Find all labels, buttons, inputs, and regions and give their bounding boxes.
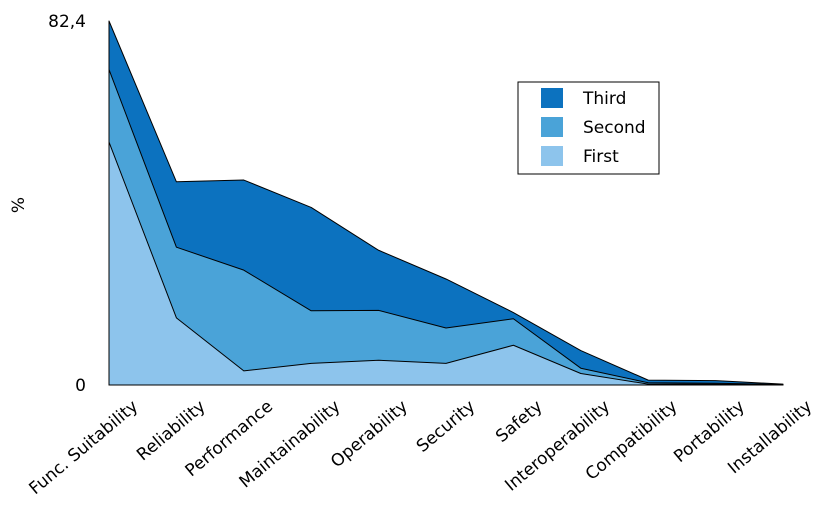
area-series-first	[108, 141, 784, 386]
area-layer	[108, 20, 784, 386]
y-tick-label-max: 82,4	[48, 12, 86, 32]
legend-label-second: Second	[583, 118, 646, 138]
y-tick-label-min: 0	[75, 376, 86, 396]
x-tick-label-safety: Safety	[492, 397, 547, 447]
legend-swatch-first	[541, 146, 563, 166]
legend-label-first: First	[583, 147, 619, 167]
x-axis-tick-labels: Func. SuitabilityReliabilityPerformanceM…	[25, 397, 816, 499]
legend-label-third: Third	[582, 89, 626, 109]
x-tick-label-security: Security	[413, 397, 479, 457]
legend-swatch-third	[541, 88, 563, 108]
area-series-second	[108, 69, 784, 386]
y-axis-label: %	[9, 197, 29, 213]
x-tick-label-func-suitability: Func. Suitability	[25, 397, 142, 499]
y-axis-tick-labels: 082,4	[48, 12, 86, 396]
legend-swatch-second	[541, 117, 563, 137]
legend: Third Second First	[517, 81, 660, 175]
